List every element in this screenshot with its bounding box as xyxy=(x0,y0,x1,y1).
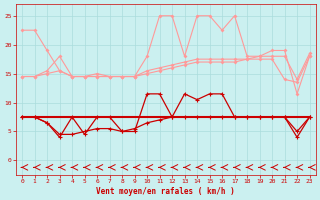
X-axis label: Vent moyen/en rafales ( km/h ): Vent moyen/en rafales ( km/h ) xyxy=(96,187,235,196)
